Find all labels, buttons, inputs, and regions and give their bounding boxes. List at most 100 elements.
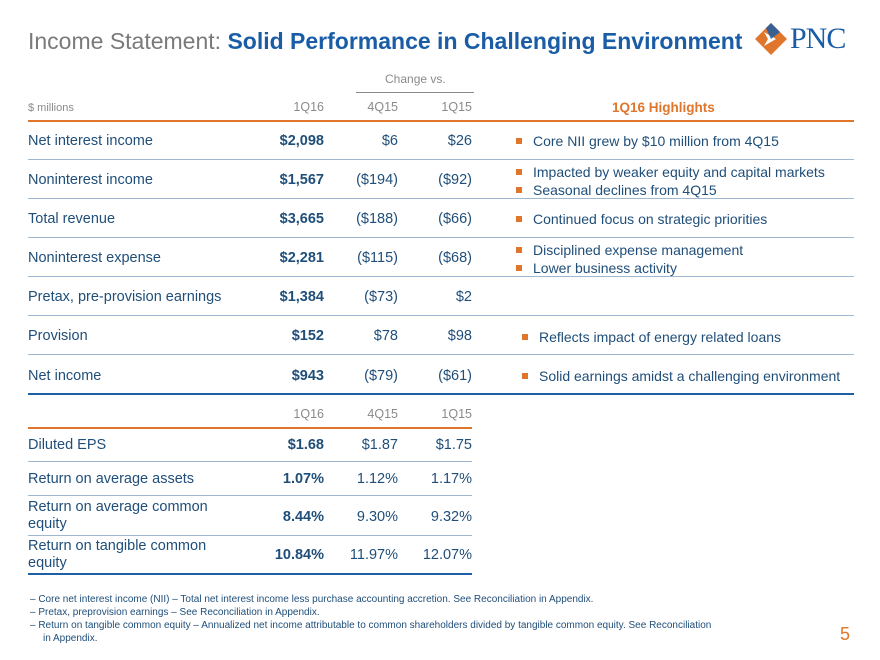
value-1q15: $1.75 <box>435 437 472 453</box>
value-4q15: $6 <box>381 133 398 149</box>
bullet-square-icon <box>516 169 522 175</box>
value-4q15: ($194) <box>356 172 398 188</box>
bullet-square-icon <box>522 373 528 379</box>
value-1q15: ($68) <box>438 250 472 266</box>
footnote: – Return on tangible common equity – Ann… <box>30 620 712 631</box>
row-divider <box>28 276 854 277</box>
row-divider <box>28 354 854 355</box>
value-1q15: ($92) <box>438 172 472 188</box>
row-divider <box>28 237 854 238</box>
value-4q15: 11.97% <box>349 547 398 563</box>
value-1q15: $26 <box>447 133 472 149</box>
value-1q15: 12.07% <box>422 547 472 563</box>
row-label: Diluted EPS <box>28 437 107 453</box>
row-label: Noninterest income <box>28 172 153 188</box>
highlight-text: Disciplined expense management <box>533 242 744 258</box>
row-divider <box>28 315 854 316</box>
value-1q16: 1.07% <box>282 471 324 487</box>
highlight-item: Impacted by weaker equity and capital ma… <box>516 163 825 181</box>
row-label-line-1: Return on tangible common <box>28 538 207 554</box>
row-label: Noninterest expense <box>28 250 161 266</box>
value-4q15: ($73) <box>364 289 398 305</box>
value-1q16: $1,567 <box>279 172 324 188</box>
row-divider <box>28 535 472 536</box>
value-1q15: $98 <box>447 328 472 344</box>
value-1q15: $2 <box>455 289 472 305</box>
row-label: Provision <box>28 328 88 344</box>
page-number: 5 <box>839 624 850 644</box>
row-label-line-2: equity <box>28 555 67 571</box>
row-label: Return on average assets <box>28 471 195 487</box>
highlight-text: Lower business activity <box>533 260 677 276</box>
value-4q15: 1.12% <box>356 471 398 487</box>
row-divider <box>28 198 854 199</box>
bullet-square-icon <box>516 216 522 222</box>
change-vs-underline <box>356 92 474 93</box>
highlight-text: Reflects impact of energy related loans <box>539 329 782 345</box>
value-1q16: 8.44% <box>282 509 324 525</box>
value-4q15: 9.30% <box>356 509 398 525</box>
value-1q15: 1.17% <box>430 471 472 487</box>
col-header-1q16: 1Q16 <box>293 100 324 114</box>
value-1q15: ($66) <box>438 211 472 227</box>
change-vs-label: Change vs. <box>385 72 446 86</box>
table2-header-divider <box>28 427 472 429</box>
row-divider <box>28 495 472 496</box>
col-header-4q15: 4Q15 <box>367 407 398 421</box>
value-1q16: $1,384 <box>279 289 324 305</box>
bullet-square-icon <box>516 187 522 193</box>
value-4q15: ($188) <box>356 211 398 227</box>
row-label: Return on tangible common equity <box>28 538 206 572</box>
highlight-item: Reflects impact of energy related loans <box>522 328 781 346</box>
bullet-square-icon <box>516 265 522 271</box>
highlight-item: Continued focus on strategic priorities <box>516 210 767 228</box>
highlight-item: Solid earnings amidst a challenging envi… <box>522 367 840 385</box>
value-4q15: $78 <box>373 328 398 344</box>
highlight-item: Disciplined expense management <box>516 241 743 259</box>
highlight-text: Impacted by weaker equity and capital ma… <box>533 164 825 180</box>
logo-wordmark: PNC <box>790 22 846 55</box>
highlight-text: Seasonal declines from 4Q15 <box>533 182 717 198</box>
pnc-logo: PNC <box>754 22 854 56</box>
value-1q16: $2,098 <box>279 133 324 149</box>
bullet-square-icon <box>516 247 522 253</box>
row-label: Net interest income <box>28 133 153 149</box>
page-title-main: Solid Performance in Challenging Environ… <box>227 28 743 54</box>
row-label: Return on average common equity <box>28 499 208 533</box>
row-label-line-1: Return on average common <box>28 499 208 515</box>
table1-bottom-rule <box>28 393 854 395</box>
col-header-1q15: 1Q15 <box>441 407 472 421</box>
row-divider <box>28 461 472 462</box>
value-1q16: $943 <box>291 368 324 384</box>
col-header-1q15: 1Q15 <box>441 100 472 114</box>
footnote: – Core net interest income (NII) – Total… <box>30 594 594 605</box>
value-1q16: $1.68 <box>287 437 324 453</box>
highlight-text: Solid earnings amidst a challenging envi… <box>539 368 841 384</box>
table2-bottom-rule <box>28 573 472 575</box>
page-title: Income Statement: Solid Performance in C… <box>28 28 742 55</box>
value-4q15: ($115) <box>357 250 398 266</box>
footnote: – Pretax, preprovision earnings – See Re… <box>30 607 320 618</box>
highlight-item: Seasonal declines from 4Q15 <box>516 181 717 199</box>
value-1q15: ($61) <box>438 368 472 384</box>
value-1q16: $2,281 <box>279 250 324 266</box>
value-1q16: $152 <box>291 328 324 344</box>
value-1q16: $3,665 <box>279 211 324 227</box>
row-label: Net income <box>28 368 102 384</box>
header-divider <box>28 120 854 122</box>
col-header-4q15: 4Q15 <box>367 100 398 114</box>
value-4q15: $1.87 <box>361 437 398 453</box>
footnote: in Appendix. <box>43 633 98 644</box>
row-divider <box>28 159 854 160</box>
highlight-text: Core NII grew by $10 million from 4Q15 <box>533 133 779 149</box>
pnc-mark-icon <box>755 23 787 55</box>
bullet-square-icon <box>516 138 522 144</box>
highlight-text: Continued focus on strategic priorities <box>533 211 768 227</box>
highlight-item: Lower business activity <box>516 259 677 277</box>
highlights-title: 1Q16 Highlights <box>612 100 715 115</box>
row-label: Total revenue <box>28 211 116 227</box>
highlight-item: Core NII grew by $10 million from 4Q15 <box>516 132 779 150</box>
value-1q16: 10.84% <box>274 547 324 563</box>
col-header-1q16: 1Q16 <box>293 407 324 421</box>
value-4q15: ($79) <box>364 368 398 384</box>
